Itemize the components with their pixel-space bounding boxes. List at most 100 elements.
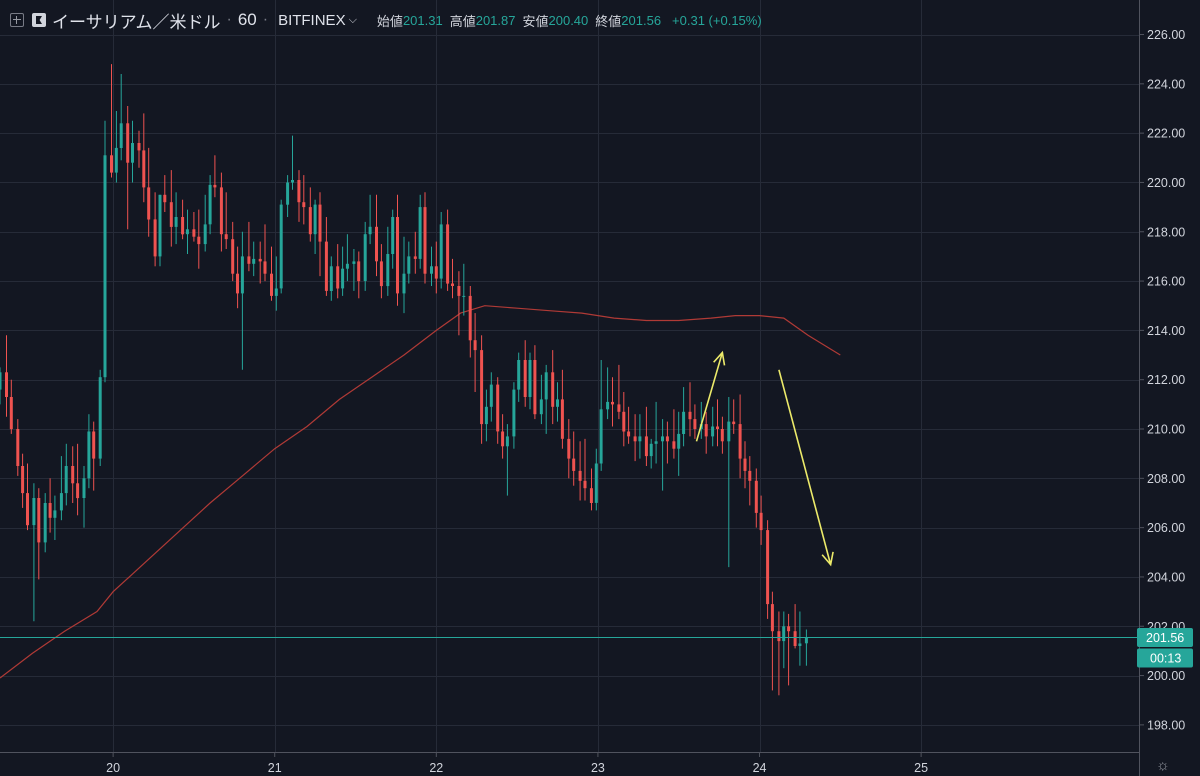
candle-body bbox=[247, 256, 251, 264]
symbol-name[interactable]: イーサリアム／米ドル bbox=[52, 12, 221, 32]
candle bbox=[617, 364, 621, 420]
candle bbox=[291, 135, 294, 190]
candle bbox=[638, 414, 642, 459]
y-tick-label: 218.00 bbox=[1147, 225, 1185, 239]
candle-body bbox=[375, 226, 378, 262]
x-tick-label: 22 bbox=[429, 761, 443, 775]
candle bbox=[203, 194, 207, 252]
candle-body bbox=[556, 399, 559, 407]
candle bbox=[544, 364, 548, 434]
chevron-down-icon[interactable]: ⌵ bbox=[348, 13, 357, 26]
candle-body bbox=[407, 256, 411, 274]
candle-body bbox=[286, 182, 290, 205]
candle-body bbox=[523, 360, 527, 397]
candle-body bbox=[21, 466, 25, 494]
candle-body bbox=[391, 217, 395, 254]
candle-body bbox=[147, 187, 151, 220]
candle-body bbox=[313, 204, 317, 235]
candle bbox=[677, 411, 681, 476]
candle bbox=[181, 199, 185, 240]
candle-body bbox=[572, 458, 576, 471]
candle-body bbox=[606, 401, 610, 410]
candle bbox=[505, 424, 509, 496]
y-tick-label: 214.00 bbox=[1147, 324, 1185, 338]
candle bbox=[738, 394, 742, 479]
candle bbox=[98, 369, 102, 466]
candle bbox=[533, 345, 537, 420]
candle-body bbox=[345, 263, 349, 269]
candle-body bbox=[224, 234, 228, 240]
interval[interactable]: 60 bbox=[237, 10, 257, 29]
candle-body bbox=[53, 510, 57, 518]
candle bbox=[16, 419, 20, 476]
flag-icon[interactable] bbox=[32, 13, 46, 27]
candle bbox=[434, 241, 438, 294]
candle-body bbox=[174, 217, 178, 227]
candle-body bbox=[26, 493, 29, 526]
candle-body bbox=[766, 530, 770, 605]
candle-body bbox=[236, 273, 239, 294]
candle-body bbox=[716, 426, 719, 429]
settings-gear-icon[interactable]: ☼ bbox=[1156, 757, 1170, 774]
candle-body bbox=[594, 463, 598, 503]
candle-body bbox=[770, 604, 774, 632]
candle-body bbox=[638, 436, 642, 442]
candle-body bbox=[528, 360, 532, 397]
candle-body bbox=[693, 419, 697, 429]
candle bbox=[402, 236, 406, 314]
candle-body bbox=[578, 470, 582, 481]
candle-body bbox=[279, 204, 283, 289]
candle-body bbox=[43, 503, 47, 543]
y-tick-label: 222.00 bbox=[1147, 127, 1185, 141]
candle-body bbox=[76, 483, 80, 499]
candle-body bbox=[9, 397, 13, 430]
candle bbox=[137, 130, 141, 168]
exchange[interactable]: BITFINEX bbox=[278, 11, 346, 29]
candle-body bbox=[114, 147, 118, 173]
plus-square-icon[interactable] bbox=[10, 13, 24, 27]
candle bbox=[336, 244, 340, 299]
candle bbox=[711, 406, 715, 447]
candle bbox=[672, 409, 676, 459]
candle bbox=[142, 113, 146, 203]
candle-body bbox=[181, 217, 185, 235]
y-tick-label: 224.00 bbox=[1147, 77, 1185, 91]
candle bbox=[37, 488, 41, 580]
candle bbox=[185, 209, 189, 254]
candle-body bbox=[544, 372, 548, 400]
y-tick-label: 216.00 bbox=[1147, 275, 1185, 289]
candle bbox=[583, 438, 587, 501]
candle-body bbox=[732, 421, 736, 425]
candle-body bbox=[252, 258, 256, 264]
candle-body bbox=[505, 436, 509, 447]
candle-body bbox=[402, 273, 406, 294]
candle bbox=[407, 241, 411, 284]
candle-body bbox=[489, 384, 493, 407]
x-tick-label: 25 bbox=[914, 761, 928, 775]
candle bbox=[439, 212, 443, 289]
candle-body bbox=[341, 268, 345, 289]
candle-body bbox=[423, 207, 427, 274]
candle bbox=[114, 111, 118, 183]
candle bbox=[704, 411, 708, 454]
candle-body bbox=[711, 426, 715, 437]
candle-body bbox=[798, 643, 802, 646]
candle-body bbox=[611, 401, 614, 405]
candle bbox=[759, 495, 763, 545]
candle bbox=[302, 175, 306, 225]
candle-body bbox=[533, 360, 537, 415]
candle bbox=[231, 221, 235, 282]
candle bbox=[386, 226, 390, 296]
candle bbox=[606, 367, 610, 420]
y-tick-label: 220.00 bbox=[1147, 176, 1185, 190]
candle bbox=[5, 335, 8, 417]
candle-body bbox=[430, 266, 433, 274]
candle-body bbox=[368, 226, 372, 235]
x-tick-label: 23 bbox=[591, 761, 605, 775]
candle bbox=[219, 172, 223, 252]
candle-body bbox=[439, 224, 443, 279]
open-value: 201.31 bbox=[402, 12, 443, 28]
y-tick-label: 204.00 bbox=[1147, 570, 1185, 584]
